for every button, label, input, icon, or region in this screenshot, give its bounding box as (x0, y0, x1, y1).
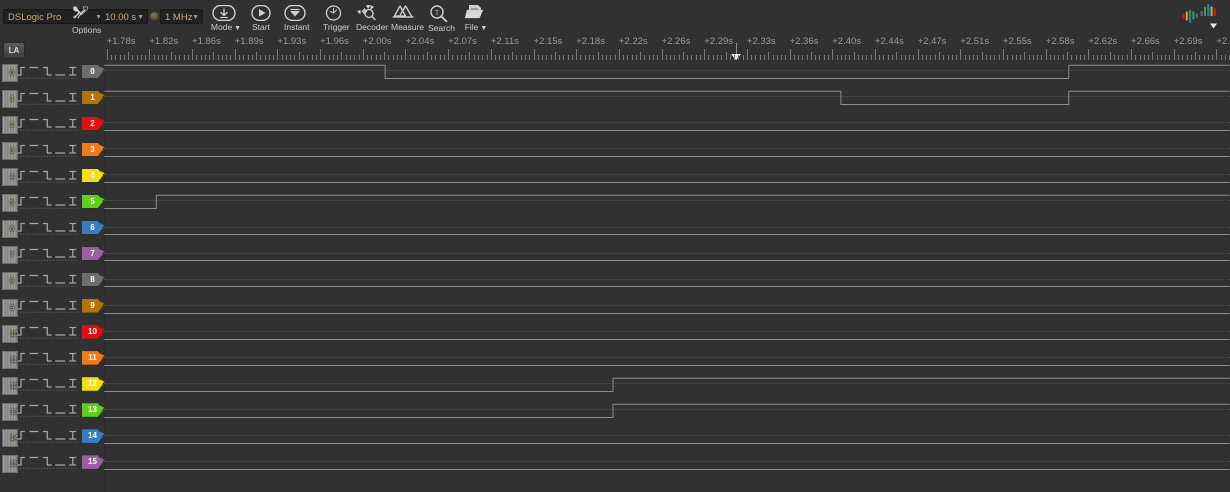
svg-text:T: T (435, 10, 439, 17)
